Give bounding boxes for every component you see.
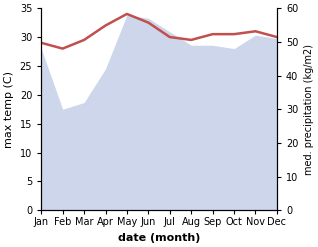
Y-axis label: max temp (C): max temp (C) (4, 71, 14, 148)
X-axis label: date (month): date (month) (118, 233, 200, 243)
Y-axis label: med. precipitation (kg/m2): med. precipitation (kg/m2) (304, 44, 314, 175)
